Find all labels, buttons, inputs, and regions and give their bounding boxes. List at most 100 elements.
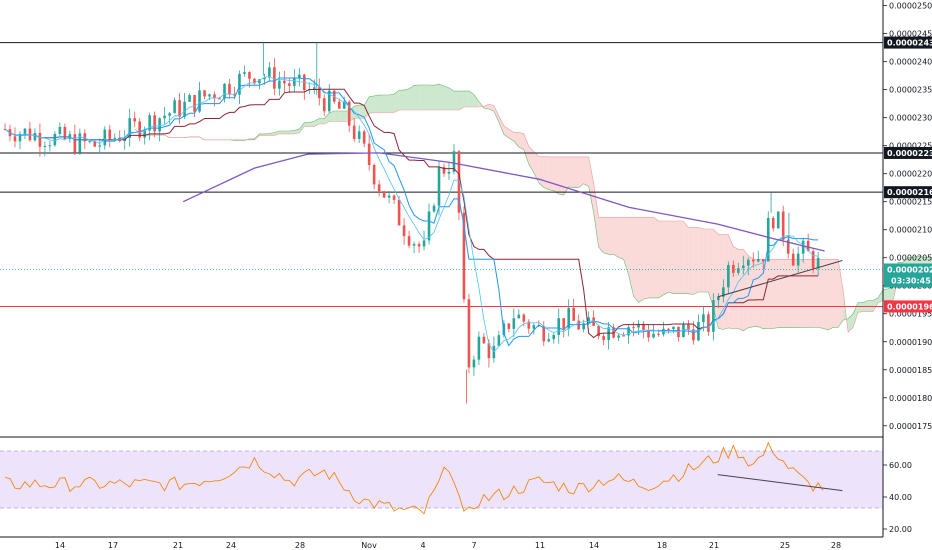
cloud-segment bbox=[688, 227, 694, 295]
rsi-series bbox=[4, 441, 843, 515]
candle-body bbox=[632, 327, 635, 329]
x-tick-label: 28 bbox=[831, 541, 841, 550]
candle-body bbox=[522, 314, 526, 322]
cloud-segment bbox=[883, 288, 888, 301]
candle-body bbox=[602, 336, 605, 341]
time-axis[interactable]: 14 17 21 24 28 Nov 4 7 11 14 18 21 25 28 bbox=[55, 541, 841, 550]
tenkan-line bbox=[4, 77, 819, 347]
cloud-segment bbox=[633, 217, 639, 303]
candle-body bbox=[357, 131, 361, 139]
cloud-segment bbox=[583, 156, 589, 187]
candle-body bbox=[63, 126, 67, 139]
cloud-segment bbox=[399, 90, 405, 110]
cloud-segment bbox=[394, 90, 400, 113]
y-tick-label: 0.00002500 bbox=[889, 2, 932, 11]
cloud-segment bbox=[878, 290, 883, 303]
cloud-segment bbox=[648, 217, 654, 298]
candle-body bbox=[28, 128, 32, 141]
candle-body bbox=[23, 128, 27, 134]
candle-body bbox=[482, 336, 486, 344]
candle-body bbox=[263, 77, 266, 80]
candle-body bbox=[572, 307, 575, 321]
cloud-segment bbox=[329, 111, 335, 122]
cloud-segment bbox=[289, 130, 295, 134]
cloud-segment bbox=[623, 217, 629, 275]
candle-body bbox=[796, 253, 800, 266]
candle-body bbox=[168, 113, 171, 116]
x-tick-label: 21 bbox=[173, 541, 183, 550]
candle-body bbox=[198, 90, 201, 112]
candle-body bbox=[562, 318, 566, 329]
candle-body bbox=[243, 72, 246, 74]
cloud-segment bbox=[414, 85, 420, 110]
price-level-lines bbox=[0, 42, 883, 307]
rsi-axis[interactable]: 20.00 40.00 60.00 bbox=[883, 461, 912, 534]
candle-body bbox=[238, 73, 241, 95]
candle-body bbox=[248, 72, 251, 79]
cloud-segment bbox=[728, 234, 734, 329]
candle-body bbox=[327, 90, 331, 112]
cloud-segment bbox=[628, 217, 634, 297]
cloud-segment bbox=[274, 131, 280, 136]
candle-body bbox=[228, 83, 231, 95]
cloud-segment bbox=[573, 156, 579, 188]
cloud-segment bbox=[493, 105, 499, 122]
cloud-segment bbox=[608, 217, 614, 255]
candle-body bbox=[352, 125, 356, 139]
price-level-tag-label: 0.00002237 bbox=[887, 149, 932, 158]
candle-body bbox=[447, 171, 451, 174]
candle-body bbox=[188, 95, 191, 102]
candle-body bbox=[148, 115, 151, 131]
cloud-segment bbox=[833, 259, 839, 328]
cloud-segment bbox=[324, 112, 330, 124]
price-level-tag bbox=[884, 186, 932, 199]
cloud-segment bbox=[299, 122, 305, 133]
candle-body bbox=[372, 165, 376, 185]
price-level-tag bbox=[884, 300, 932, 313]
candle-body bbox=[472, 359, 476, 368]
candle-body bbox=[422, 240, 426, 247]
candle-body bbox=[702, 314, 705, 323]
x-tick-label: 17 bbox=[108, 541, 118, 550]
cloud-segment bbox=[818, 259, 824, 329]
candle-body bbox=[88, 141, 92, 143]
ichimoku-cloud bbox=[134, 83, 932, 333]
candle-body bbox=[298, 74, 301, 79]
candle-body bbox=[138, 121, 141, 138]
cloud-segment bbox=[823, 259, 829, 330]
cloud-segment bbox=[553, 156, 559, 194]
candle-body bbox=[223, 83, 226, 99]
candle-body bbox=[382, 191, 386, 198]
main-pane bbox=[0, 42, 932, 404]
candle-body bbox=[178, 100, 181, 117]
x-tick-label: 28 bbox=[295, 541, 305, 550]
x-tick-label: 11 bbox=[535, 541, 545, 550]
cloud-segment bbox=[434, 84, 439, 110]
price-trendline bbox=[717, 260, 843, 298]
cloud-segment bbox=[503, 125, 509, 138]
price-level-tag bbox=[884, 146, 932, 159]
cloud-segment bbox=[439, 84, 444, 110]
cloud-segment bbox=[678, 221, 684, 294]
candle-body bbox=[806, 240, 810, 252]
rsi-tick-label: 60.00 bbox=[889, 461, 912, 470]
candle-body bbox=[657, 333, 660, 335]
candle-body bbox=[667, 328, 670, 330]
candle-body bbox=[542, 326, 546, 342]
cloud-segment bbox=[498, 116, 504, 135]
cloud-segment bbox=[374, 95, 380, 113]
cloud-segment bbox=[354, 105, 360, 119]
candle-body bbox=[83, 133, 87, 142]
candle-body bbox=[462, 212, 466, 300]
candle-body bbox=[18, 133, 22, 142]
candle-body bbox=[816, 257, 820, 269]
candle-body bbox=[507, 323, 511, 329]
cloud-segment bbox=[424, 85, 429, 110]
candle-body bbox=[412, 243, 416, 246]
candle-body bbox=[761, 259, 765, 262]
